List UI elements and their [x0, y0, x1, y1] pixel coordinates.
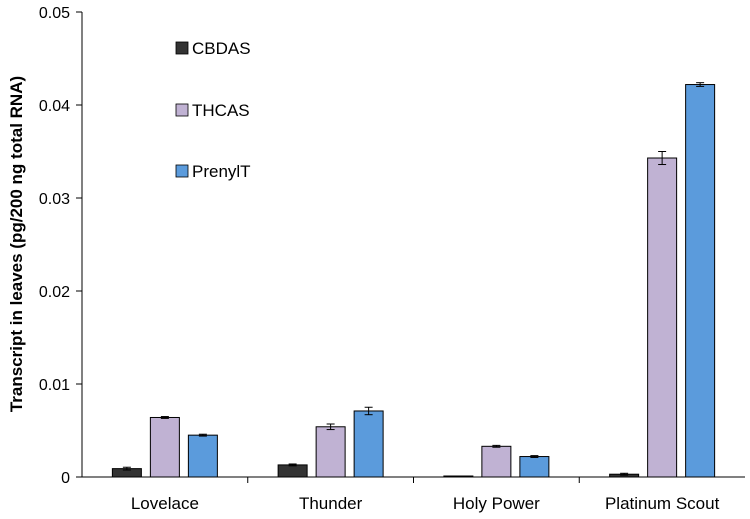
- bar-thcas: [481, 445, 512, 478]
- y-axis-ticks: 0 0.01 0.02 0.03 0.04 0.05: [39, 5, 82, 487]
- bar-thcas: [149, 416, 180, 478]
- bar-prenylt: [685, 84, 716, 478]
- error-bars: [122, 82, 705, 476]
- bar-cbdas: [443, 475, 474, 478]
- x-tick-label: Lovelace: [131, 494, 199, 513]
- legend-swatch-prenylt: [175, 164, 189, 178]
- y-tick-label: 0.01: [39, 377, 70, 394]
- x-axis-labels: Lovelace Thunder Holy Power Platinum Scout: [131, 477, 720, 513]
- bars: [111, 84, 716, 478]
- legend-label-prenylt: PrenylT: [192, 162, 251, 181]
- y-axis-title: Transcript in leaves (pg/200 ng total RN…: [7, 76, 26, 412]
- bar-thcas: [315, 426, 346, 478]
- bar-prenylt: [353, 410, 384, 478]
- bar-thcas: [647, 157, 678, 478]
- y-tick-label: 0.02: [39, 284, 70, 301]
- legend-label-cbdas: CBDAS: [192, 39, 251, 58]
- y-tick-label: 0: [61, 470, 70, 487]
- legend-label-thcas: THCAS: [192, 101, 250, 120]
- legend-swatch-cbdas: [175, 41, 189, 55]
- bar-cbdas: [277, 464, 308, 478]
- x-tick-label: Platinum Scout: [605, 494, 720, 513]
- x-tick-label: Holy Power: [453, 494, 540, 513]
- y-tick-label: 0.03: [39, 191, 70, 208]
- y-tick-label: 0.04: [39, 98, 70, 115]
- legend-swatch-thcas: [175, 103, 189, 117]
- axes: [81, 12, 745, 478]
- bar-prenylt: [519, 456, 550, 478]
- legend: CBDAS THCAS PrenylT: [175, 39, 251, 181]
- x-tick-label: Thunder: [299, 494, 363, 513]
- bar-prenylt: [187, 434, 218, 478]
- y-tick-label: 0.05: [39, 5, 70, 22]
